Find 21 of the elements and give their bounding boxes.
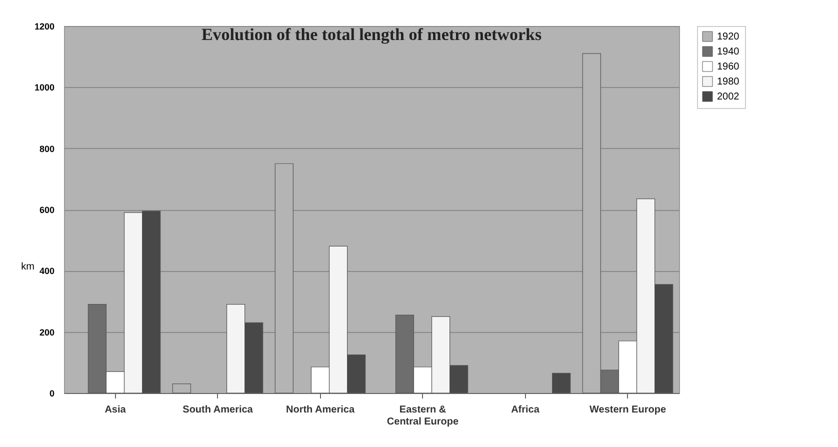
chart-title: Evolution of the total length of metro networks xyxy=(201,25,542,44)
x-tick-label: North America xyxy=(286,404,355,416)
x-tick-label: Eastern & Central Europe xyxy=(386,404,460,428)
legend-label: 1940 xyxy=(717,46,740,58)
legend-label: 1960 xyxy=(717,62,740,72)
y-tick-label: 600 xyxy=(39,205,54,215)
y-tick-label: 0 xyxy=(49,388,54,398)
bar xyxy=(552,372,571,394)
x-tick-label: Africa xyxy=(511,404,540,416)
y-tick-label: 1000 xyxy=(34,82,54,93)
y-tick-label: 1200 xyxy=(34,22,54,32)
y-tick-label: 400 xyxy=(39,266,54,276)
y-tick-label: 800 xyxy=(39,144,54,154)
legend-label: 2002 xyxy=(717,92,740,102)
x-tick-label: Asia xyxy=(104,404,126,416)
legend-label: 1920 xyxy=(717,32,740,42)
x-tick-label: South America xyxy=(182,404,254,416)
y-axis-title: km xyxy=(21,262,34,272)
x-tick-label: Western Europe xyxy=(590,404,666,416)
legend-label: 1980 xyxy=(717,76,740,88)
y-tick-label: 200 xyxy=(39,327,54,338)
